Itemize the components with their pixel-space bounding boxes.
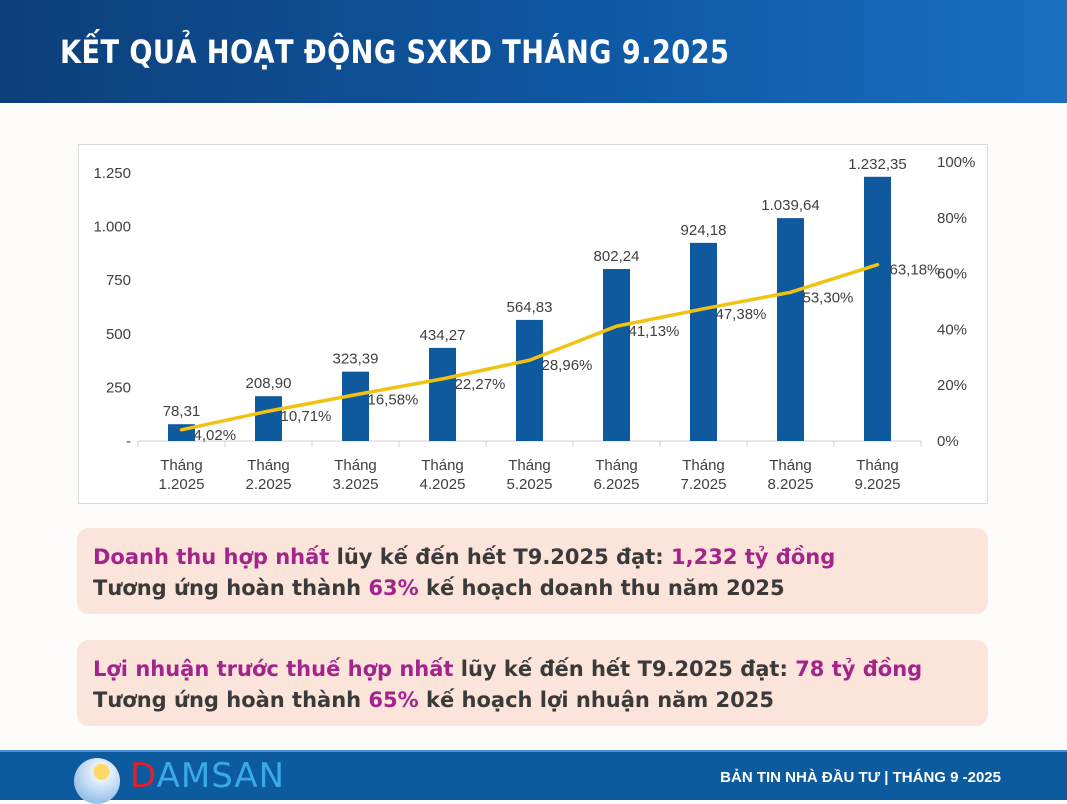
chart-container: - 250 500 750 1.000 1.250 0% 20% 40% 60% 80% 100% 78…	[78, 144, 988, 504]
bar	[603, 268, 630, 441]
card-percent: 65%	[368, 688, 419, 712]
footer-text: BẢN TIN NHÀ ĐẦU TƯ | THÁNG 9 -2025	[720, 769, 1001, 786]
x-tick-label: 9.2025	[855, 476, 901, 493]
header: KẾT QUẢ HOẠT ĐỘNG SXKD THÁNG 9.2025	[0, 0, 1067, 103]
line-series	[179, 262, 880, 432]
x-tick-label: Tháng	[856, 457, 899, 474]
y-tick-label: 750	[106, 272, 131, 289]
x-tick-label: 3.2025	[333, 476, 379, 493]
revenue-card: Doanh thu hợp nhất lũy kế đến hết T9.202…	[77, 528, 988, 614]
profit-card: Lợi nhuận trước thuế hợp nhất lũy kế đến…	[77, 640, 988, 726]
card-highlight: Doanh thu hợp nhất	[93, 545, 330, 569]
x-tick-label: Tháng	[595, 457, 638, 474]
bar-label: 434,27	[420, 327, 466, 344]
y2-tick-label: 60%	[937, 266, 967, 283]
x-tick-label: Tháng	[769, 457, 812, 474]
card-highlight: Lợi nhuận trước thuế hợp nhất	[93, 657, 454, 681]
bar	[864, 176, 891, 441]
bar-label: 1.232,35	[848, 156, 906, 173]
x-tick-label: Tháng	[508, 457, 551, 474]
logo: DAMSAN	[130, 756, 285, 796]
card-percent: 63%	[368, 576, 419, 600]
x-tick-label: Tháng	[247, 457, 290, 474]
x-tick-label: Tháng	[682, 457, 725, 474]
bar-label: 564,83	[507, 299, 553, 316]
x-tick-label: Tháng	[160, 457, 203, 474]
bar	[429, 347, 456, 441]
y2-tick-label: 0%	[937, 433, 959, 450]
bar-label: 802,24	[594, 248, 640, 265]
card-text: kế hoạch lợi nhuận năm 2025	[418, 688, 774, 712]
y-tick-label: 1.250	[93, 165, 131, 182]
y2-tick-label: 100%	[937, 154, 975, 171]
bar	[777, 218, 804, 441]
bar-label: 1.039,64	[761, 197, 819, 214]
logo-letter: D	[130, 756, 157, 796]
line-label: 4,02%	[194, 427, 237, 444]
line-label: 28,96%	[542, 357, 593, 374]
x-tick-label: 5.2025	[507, 476, 553, 493]
page-title: KẾT QUẢ HOẠT ĐỘNG SXKD THÁNG 9.2025	[60, 33, 730, 71]
card-value: 1,232 tỷ đồng	[671, 545, 836, 569]
card-text: Tương ứng hoàn thành	[93, 688, 369, 712]
bar	[690, 242, 717, 441]
x-tick-label: 8.2025	[768, 476, 814, 493]
x-tick-label: 6.2025	[594, 476, 640, 493]
card-text: lũy kế đến hết T9.2025 đạt:	[329, 545, 672, 569]
x-tick-label: 2.2025	[246, 476, 292, 493]
line-label: 16,58%	[368, 392, 419, 409]
revenue-chart: - 250 500 750 1.000 1.250 0% 20% 40% 60% 80% 100% 78…	[93, 154, 975, 493]
y2-tick-label: 20%	[937, 377, 967, 394]
y2-tick-label: 80%	[937, 210, 967, 227]
x-tick-label: 4.2025	[420, 476, 466, 493]
footer: DAMSAN BẢN TIN NHÀ ĐẦU TƯ | THÁNG 9 -202…	[0, 750, 1067, 804]
bar-label: 323,39	[333, 351, 379, 368]
y-tick-label: -	[126, 433, 131, 450]
bar	[255, 396, 282, 441]
x-tick-label: 1.2025	[159, 476, 205, 493]
y-tick-label: 1.000	[93, 219, 131, 236]
bar	[342, 371, 369, 441]
x-tick-label: Tháng	[421, 457, 464, 474]
line-label: 63,18%	[890, 262, 941, 279]
card-text: Tương ứng hoàn thành	[93, 576, 369, 600]
line-label: 41,13%	[629, 323, 680, 340]
x-tick-label: Tháng	[334, 457, 377, 474]
line-label: 47,38%	[716, 306, 767, 323]
logo-icon	[74, 758, 120, 804]
line-label: 53,30%	[803, 289, 854, 306]
bar	[516, 319, 543, 441]
bar-label: 208,90	[246, 375, 292, 392]
y-tick-label: 500	[106, 326, 131, 343]
card-value: 78 tỷ đồng	[795, 657, 923, 681]
card-text: kế hoạch doanh thu năm 2025	[418, 576, 785, 600]
y-tick-label: 250	[106, 379, 131, 396]
logo-rest: AMSAN	[156, 756, 286, 796]
y2-tick-label: 40%	[937, 321, 967, 338]
bar-label: 924,18	[681, 222, 727, 239]
card-text: lũy kế đến hết T9.2025 đạt:	[453, 657, 796, 681]
line-label: 22,27%	[455, 376, 506, 393]
bar-label: 78,31	[163, 403, 201, 420]
x-tick-label: 7.2025	[681, 476, 727, 493]
line-label: 10,71%	[281, 408, 332, 425]
